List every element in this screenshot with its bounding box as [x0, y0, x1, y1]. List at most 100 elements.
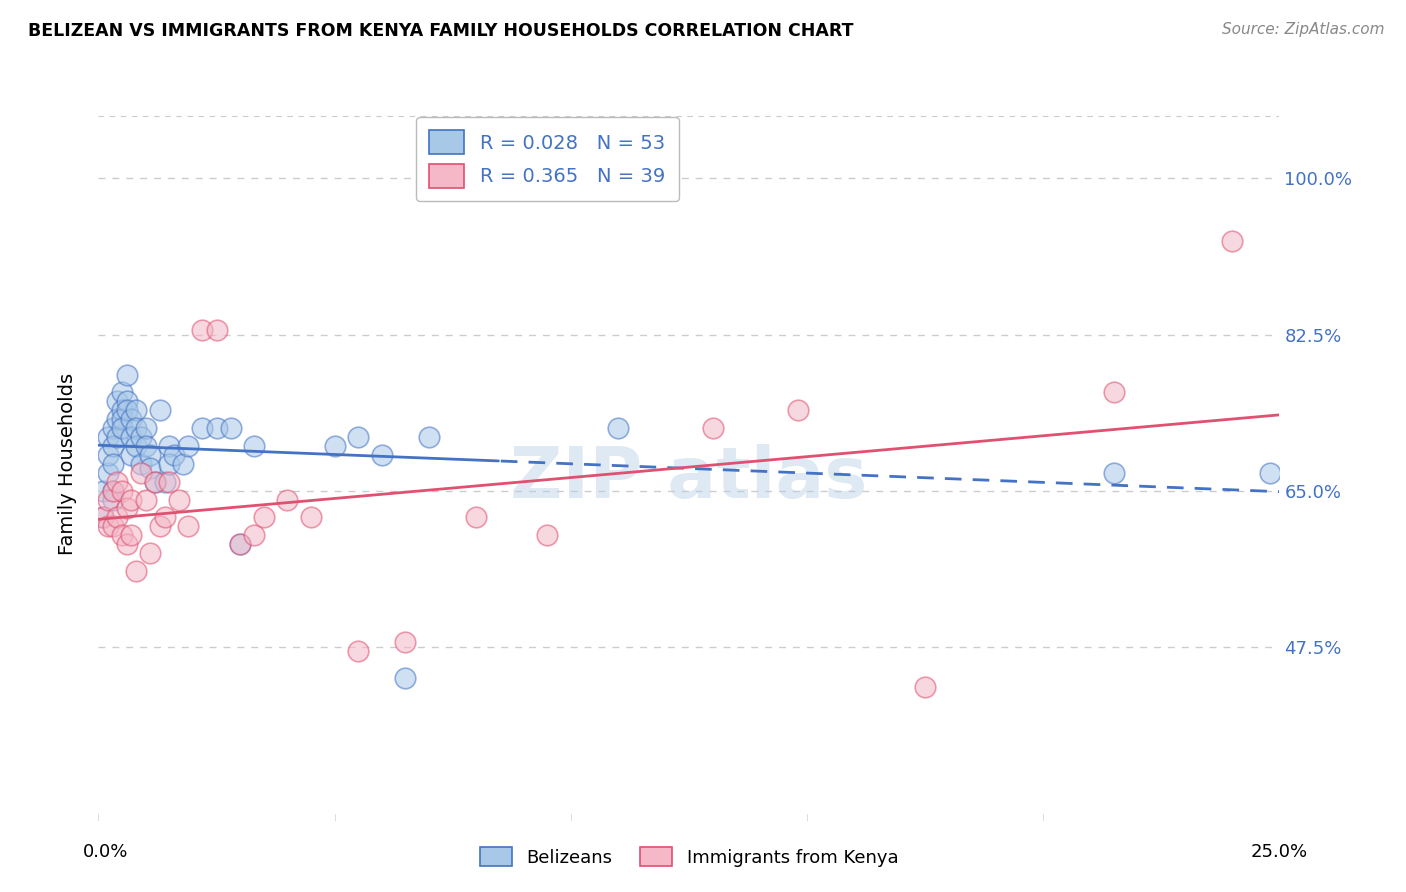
Point — [129, 430, 152, 444]
Point — [125, 403, 148, 417]
Point — [129, 466, 152, 480]
Point — [105, 430, 128, 444]
Point — [139, 461, 162, 475]
Point — [97, 519, 120, 533]
Point — [101, 421, 124, 435]
Point — [153, 475, 176, 489]
Point — [101, 483, 124, 498]
Point — [394, 635, 416, 649]
Point — [115, 501, 138, 516]
Point — [101, 457, 124, 471]
Point — [91, 483, 114, 498]
Point — [111, 421, 134, 435]
Point — [97, 466, 120, 480]
Point — [1102, 385, 1125, 400]
Point — [139, 448, 162, 462]
Point — [105, 475, 128, 489]
Point — [129, 457, 152, 471]
Point — [914, 680, 936, 694]
Point — [111, 483, 134, 498]
Point — [253, 510, 276, 524]
Point — [115, 403, 138, 417]
Point — [157, 457, 180, 471]
Point — [243, 439, 266, 453]
Point — [139, 546, 162, 560]
Point — [276, 492, 298, 507]
Point — [111, 528, 134, 542]
Point — [91, 510, 114, 524]
Point — [101, 439, 124, 453]
Point — [121, 492, 143, 507]
Point — [135, 421, 157, 435]
Point — [299, 510, 322, 524]
Text: 0.0%: 0.0% — [83, 843, 128, 861]
Point — [347, 644, 370, 658]
Point — [205, 421, 228, 435]
Y-axis label: Family Households: Family Households — [58, 373, 77, 555]
Point — [115, 368, 138, 382]
Point — [125, 439, 148, 453]
Point — [111, 385, 134, 400]
Point — [177, 439, 200, 453]
Point — [157, 439, 180, 453]
Point — [101, 519, 124, 533]
Point — [97, 448, 120, 462]
Point — [121, 412, 143, 426]
Point — [143, 475, 166, 489]
Point — [607, 421, 630, 435]
Point — [536, 528, 558, 542]
Point — [1258, 466, 1281, 480]
Point — [115, 394, 138, 409]
Point — [111, 403, 134, 417]
Point — [121, 448, 143, 462]
Point — [135, 439, 157, 453]
Point — [149, 519, 172, 533]
Point — [91, 510, 114, 524]
Point — [135, 492, 157, 507]
Point — [163, 448, 186, 462]
Point — [121, 430, 143, 444]
Point — [371, 448, 394, 462]
Point — [191, 421, 214, 435]
Point — [125, 564, 148, 578]
Point — [219, 421, 242, 435]
Point — [243, 528, 266, 542]
Point — [101, 492, 124, 507]
Point — [177, 519, 200, 533]
Text: Source: ZipAtlas.com: Source: ZipAtlas.com — [1222, 22, 1385, 37]
Point — [191, 323, 214, 337]
Point — [115, 537, 138, 551]
Point — [229, 537, 252, 551]
Point — [121, 528, 143, 542]
Point — [786, 403, 808, 417]
Point — [465, 510, 488, 524]
Point — [157, 475, 180, 489]
Text: 25.0%: 25.0% — [1251, 843, 1308, 861]
Text: ZIP atlas: ZIP atlas — [510, 443, 868, 513]
Point — [347, 430, 370, 444]
Point — [111, 412, 134, 426]
Point — [149, 403, 172, 417]
Point — [1102, 466, 1125, 480]
Point — [172, 457, 194, 471]
Point — [101, 483, 124, 498]
Legend: Belizeans, Immigrants from Kenya: Belizeans, Immigrants from Kenya — [472, 840, 905, 874]
Point — [97, 492, 120, 507]
Point — [702, 421, 724, 435]
Point — [97, 430, 120, 444]
Point — [1220, 234, 1243, 248]
Legend: R = 0.028   N = 53, R = 0.365   N = 39: R = 0.028 N = 53, R = 0.365 N = 39 — [416, 117, 679, 202]
Point — [323, 439, 346, 453]
Point — [394, 671, 416, 685]
Point — [105, 412, 128, 426]
Point — [125, 421, 148, 435]
Point — [229, 537, 252, 551]
Text: BELIZEAN VS IMMIGRANTS FROM KENYA FAMILY HOUSEHOLDS CORRELATION CHART: BELIZEAN VS IMMIGRANTS FROM KENYA FAMILY… — [28, 22, 853, 40]
Point — [205, 323, 228, 337]
Point — [105, 510, 128, 524]
Point — [167, 492, 190, 507]
Point — [105, 394, 128, 409]
Point — [153, 510, 176, 524]
Point — [418, 430, 440, 444]
Point — [143, 475, 166, 489]
